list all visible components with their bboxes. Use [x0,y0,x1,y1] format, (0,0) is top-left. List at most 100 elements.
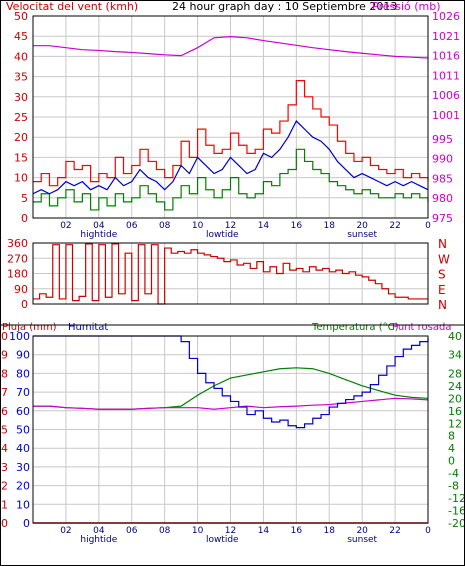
wind-panel-hour-label: 22 [389,221,400,231]
compass-label: S [438,268,446,282]
humidity-axis-tick-label: 30 [16,461,30,474]
temperature-axis-tick-label: 0 [448,455,455,468]
temperature-axis-tick-label: 28 [448,367,462,380]
hum-panel-hour-label: 06 [126,526,138,536]
dewpoint-line [33,397,429,410]
wind-panel-marker-sunset: sunset [347,230,377,240]
wind-panel-hour-label: 14 [258,221,270,231]
hum-panel-hour-label: 08 [159,526,171,536]
pressure-axis-tick-label: 1016 [432,50,460,63]
humidity-line [33,335,429,429]
wind-panel-hour-label: 02 [60,221,71,231]
wind-axis-tick-label: 10 [14,172,28,185]
wind-axis-tick-label: 20 [14,131,28,144]
wind-gust-line [33,80,429,187]
hum-panel-hour-label: 02 [60,526,71,536]
rain-axis-tick-label: 7 [1,386,8,399]
direction-axis-tick-label: 180 [7,268,28,281]
temperature-axis-tick-label: -8 [448,480,459,493]
wind-axis-tick-label: 45 [14,30,28,43]
pressure-axis-tick-label: 1026 [432,10,460,23]
wind-axis-tick-label: 5 [21,192,28,205]
pressure-axis-tick-label: 995 [432,133,453,146]
rain-label: Pluja (mm) [2,322,57,333]
pressure-axis-tick-label: 975 [432,212,453,225]
wind-panel-hour-label: 16 [291,221,303,231]
pressure-axis-tick-label: 1021 [432,30,460,43]
temperature-axis-tick-label: 12 [448,417,462,430]
temperature-label: Temperatura (°C) [311,322,399,333]
temperature-axis-tick-label: -12 [448,492,465,505]
rain-axis-tick-label: 0 [1,517,8,530]
wind-axis-tick-label: 50 [14,10,28,23]
pressure-axis-tick-label: 980 [432,192,453,205]
wind-speed-title: Velocitat del vent (kmh) [6,0,138,13]
wind-panel-hour-label: 08 [159,221,171,231]
hum-panel-hour-label: 20 [356,526,368,536]
wind-panel-hour-label: 06 [126,221,138,231]
graph-day-title: 24 hour graph day : 10 Septiembre 2013 [172,0,397,13]
wind-axis-tick-label: 25 [14,111,28,124]
hum-panel-hour-label: 14 [258,526,270,536]
hum-panel-marker-hightide: hightide [80,535,117,545]
pressure-axis-tick-label: 985 [432,172,453,185]
humidity-axis-tick-label: 20 [16,480,30,493]
pressure-line [33,35,429,59]
hum-panel-hour-label: 10 [192,526,204,536]
wind-axis-tick-label: 0 [21,212,28,225]
direction-axis-tick-label: 360 [7,237,28,250]
wind-panel-hour-label: 10 [192,221,204,231]
temperature-axis-tick-label: 4 [448,442,455,455]
rain-axis-tick-label: 1 [1,498,8,511]
rain-axis-tick-label: 2 [1,480,8,493]
dewpoint-label: Punt rosada [392,322,451,333]
hum-panel-hour-label: 16 [291,526,303,536]
rain-axis-tick-label: 8 [1,367,8,380]
pressure-axis-tick-label: 990 [432,153,453,166]
hum-panel-hour-label: 18 [324,526,336,536]
wind-panel-hour-label: 18 [324,221,336,231]
wind-panel-hour-label: 20 [356,221,368,231]
compass-label: N [438,237,447,251]
rain-axis-tick-label: 3 [1,461,8,474]
humidity-axis-tick-label: 10 [16,498,30,511]
wind-panel-marker-lowtide: lowtide [206,230,239,240]
temperature-axis-tick-label: -20 [448,517,465,530]
humidity-axis-tick-label: 90 [16,349,30,362]
hum-panel-marker-lowtide: lowtide [206,535,239,545]
direction-panel-frame [32,242,429,305]
direction-axis-tick-label: 90 [14,283,28,296]
humidity-axis-tick-label: 80 [16,367,30,380]
humidity-axis-tick-label: 40 [16,442,30,455]
wind-axis-tick-label: 30 [14,91,28,104]
temperature-axis-tick-label: 34 [448,349,462,362]
humidity-axis-tick-label: 0 [23,517,30,530]
humidity-axis-tick-label: 50 [16,424,30,437]
pressure-axis-tick-label: 1006 [432,89,460,102]
compass-label: W [438,252,450,266]
temperature-axis-tick-label: 20 [448,392,462,405]
rain-axis-tick-label: 9 [1,349,8,362]
humidity-label: Humitat [68,322,108,333]
wind-panel-hour-label: 12 [225,221,236,231]
wind-axis-tick-label: 15 [14,151,28,164]
compass-label: N [438,298,447,312]
hum-panel-hour-label: 04 [93,526,105,536]
wind-average-line [32,120,429,195]
rain-axis-tick-label: 5 [1,424,8,437]
rain-axis-tick-label: 6 [1,405,8,418]
temperature-axis-tick-label: 8 [448,430,455,443]
pressure-axis-tick-label: 1011 [432,69,460,82]
hum-panel-hour-label: 0 [425,526,431,536]
direction-axis-tick-label: 270 [7,252,28,265]
hum-panel-hour-label: 12 [225,526,236,536]
wind-axis-tick-label: 35 [14,71,28,84]
pressure-axis-tick-label: 1001 [432,109,460,122]
humidity-axis-tick-label: 60 [16,405,30,418]
temperature-axis-tick-label: -16 [448,505,465,518]
direction-axis-tick-label: 0 [21,298,28,311]
wind-low-line [33,148,429,211]
